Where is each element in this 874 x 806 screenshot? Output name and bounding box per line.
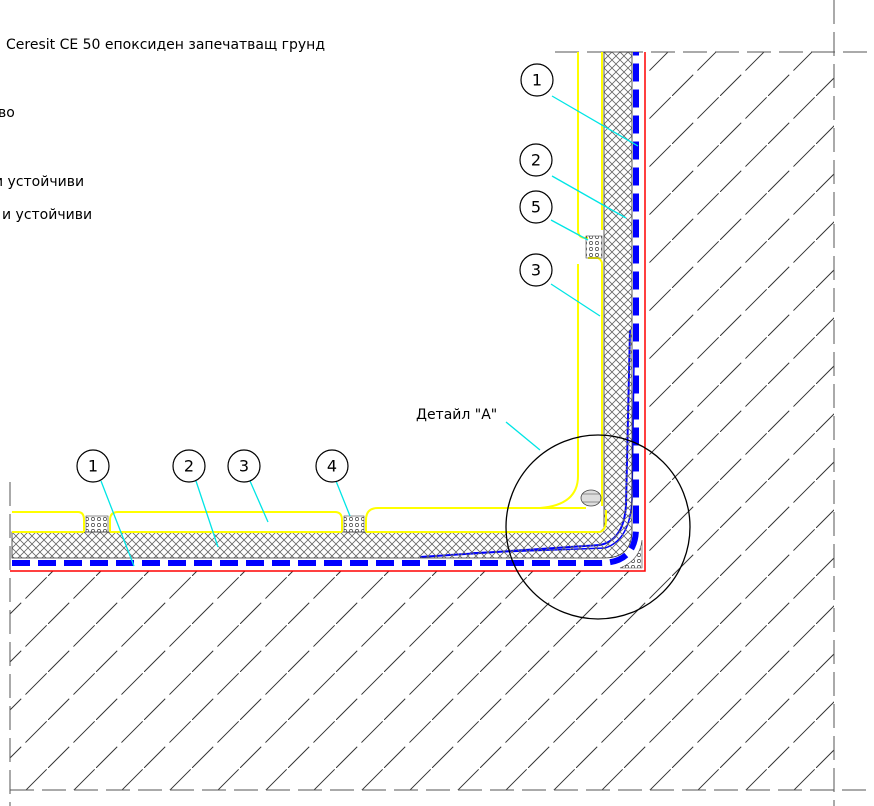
joint-fillers [85,235,603,533]
svg-text:1: 1 [88,457,98,476]
svg-text:1: 1 [532,71,542,90]
legend: Ceresit CE 50 епоксиден запечатващ грунд… [0,37,325,223]
callout-h4: 4 [315,449,349,483]
detail-a-label: Детайл "А" [416,407,497,423]
callout-v3: 3 [519,253,553,287]
svg-text:2: 2 [531,151,541,170]
svg-text:4: 4 [327,457,337,476]
callout-h2: 2 [172,449,206,483]
waterproof-membrane [12,52,639,566]
callout-h3: 3 [227,449,261,483]
callout-v1: 1 [520,63,554,97]
primer-line [10,52,646,572]
legend-line-3: и устойчиви [0,174,84,190]
crosshatch-layer [11,51,633,559]
detail-a-circle: Детайл "А" [416,407,691,620]
svg-text:5: 5 [531,198,541,217]
callout-v2: 2 [519,143,553,177]
callouts: 1 2 5 3 1 2 3 4 [76,63,554,483]
svg-text:3: 3 [531,261,541,280]
svg-text:2: 2 [184,457,194,476]
leader-lines [100,95,639,567]
legend-line-1: Ceresit CE 50 епоксиден запечатващ грунд [6,37,325,53]
callout-v5: 5 [519,190,553,224]
corner-fill [619,539,643,569]
legend-line-2: во [0,105,15,121]
legend-line-4: и устойчиви [2,207,92,223]
svg-text:3: 3 [239,457,249,476]
callout-h1: 1 [76,449,110,483]
